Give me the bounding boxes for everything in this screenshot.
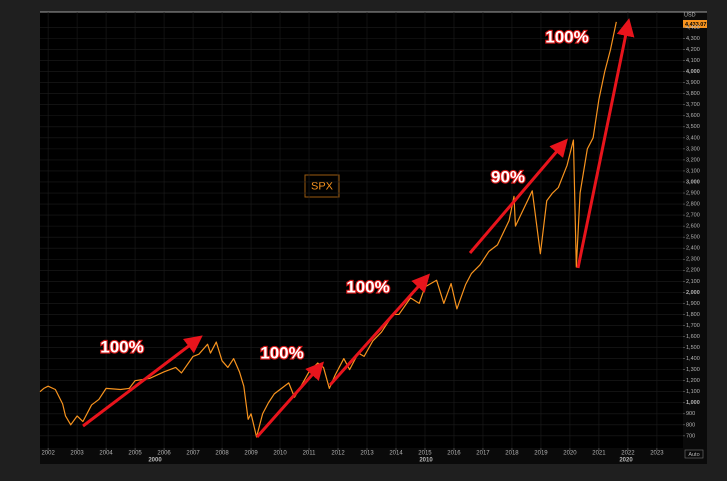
y-tick-label: 1,700 xyxy=(686,323,700,329)
y-tick-label: 1,300 xyxy=(686,367,700,373)
y-tick-label: 1,500 xyxy=(686,345,700,351)
y-tick-label: 1,000 xyxy=(686,400,700,406)
x-tick-label: 2002 xyxy=(41,451,55,457)
y-tick-label: 1,200 xyxy=(686,378,700,384)
decade-label: 2010 xyxy=(419,458,433,464)
x-tick-label: 2019 xyxy=(534,451,548,457)
x-tick-label: 2004 xyxy=(99,451,113,457)
y-tick-label: 2,400 xyxy=(686,246,700,252)
y-tick-label: 1,400 xyxy=(686,356,700,362)
scale-mode-label: Auto xyxy=(688,452,699,458)
y-tick-label: 4,100 xyxy=(686,58,700,64)
y-tick-label: 4,200 xyxy=(686,47,700,53)
y-tick-label: 2,900 xyxy=(686,190,700,196)
y-tick-label: 2,800 xyxy=(686,202,700,208)
symbol-box xyxy=(304,174,340,198)
annotation-arrow xyxy=(468,138,568,254)
y-tick-label: 4,000 xyxy=(686,69,700,75)
x-tick-label: 2017 xyxy=(476,451,490,457)
chart-title: SPX xyxy=(311,180,334,192)
x-tick-label: 2012 xyxy=(331,451,345,457)
x-tick-label: 2006 xyxy=(157,451,171,457)
x-tick-label: 2009 xyxy=(244,451,258,457)
y-tick-label: 900 xyxy=(686,411,695,417)
x-tick-label: 2015 xyxy=(418,451,432,457)
annotation-arrow xyxy=(82,335,203,428)
x-tick-label: 2016 xyxy=(447,451,461,457)
x-tick-label: 2023 xyxy=(650,451,664,457)
x-tick-label: 2018 xyxy=(505,451,519,457)
y-tick-label: 1,900 xyxy=(686,301,700,307)
annotation-arrow xyxy=(255,361,324,438)
x-tick-label: 2010 xyxy=(273,451,287,457)
decade-label: 2020 xyxy=(619,458,633,464)
y-tick-label: 3,400 xyxy=(686,135,700,141)
y-tick-label: 700 xyxy=(686,433,695,439)
x-axis-area xyxy=(40,448,707,464)
y-tick-label: 3,100 xyxy=(686,168,700,174)
y-tick-label: 3,700 xyxy=(686,102,700,108)
y-tick-label: 1,800 xyxy=(686,312,700,318)
y-tick-label: 2,300 xyxy=(686,257,700,263)
scale-mode-box xyxy=(684,449,704,459)
annotation-arrow xyxy=(328,273,431,387)
annotation-arrow xyxy=(576,18,635,269)
y-tick-label: 2,100 xyxy=(686,279,700,285)
x-tick-label: 2014 xyxy=(389,451,403,457)
y-tick-label: 3,000 xyxy=(686,179,700,185)
last-value-box xyxy=(683,20,707,28)
annotation-label: 100% xyxy=(100,337,143,356)
decade-label: 2000 xyxy=(148,458,162,464)
y-tick-label: 3,800 xyxy=(686,91,700,97)
y-tick-label: 2,600 xyxy=(686,224,700,230)
y-tick-label: 2,700 xyxy=(686,213,700,219)
annotation-label: 100% xyxy=(346,277,389,296)
y-tick-label: 3,500 xyxy=(686,124,700,130)
y-tick-label: 2,000 xyxy=(686,290,700,296)
annotation-label: 100% xyxy=(260,343,303,362)
x-tick-label: 2011 xyxy=(303,451,317,457)
y-tick-label: 1,100 xyxy=(686,389,700,395)
y-tick-label: 3,300 xyxy=(686,146,700,152)
y-tick-label: 2,200 xyxy=(686,268,700,274)
y-tick-label: 800 xyxy=(686,422,695,428)
y-axis-area xyxy=(683,12,707,460)
y-tick-label: 3,600 xyxy=(686,113,700,119)
y-tick-label: 4,400 xyxy=(686,25,700,31)
y-tick-label: 3,900 xyxy=(686,80,700,86)
x-tick-label: 2007 xyxy=(186,451,200,457)
y-tick-label: 1,600 xyxy=(686,334,700,340)
x-tick-label: 2008 xyxy=(215,451,229,457)
last-value-label: 4,433.07 xyxy=(685,22,706,28)
y-tick-label: 4,300 xyxy=(686,36,700,42)
annotation-label: 90% xyxy=(491,167,525,186)
x-tick-label: 2021 xyxy=(592,451,606,457)
y-tick-label: 3,200 xyxy=(686,157,700,163)
x-tick-label: 2005 xyxy=(128,451,142,457)
x-tick-label: 2022 xyxy=(621,451,635,457)
y-tick-label: 2,500 xyxy=(686,235,700,241)
x-tick-label: 2013 xyxy=(360,451,374,457)
unit-label: USD xyxy=(684,12,696,18)
annotation-label: 100% xyxy=(545,27,588,46)
x-tick-label: 2003 xyxy=(70,451,84,457)
x-tick-label: 2020 xyxy=(563,451,577,457)
